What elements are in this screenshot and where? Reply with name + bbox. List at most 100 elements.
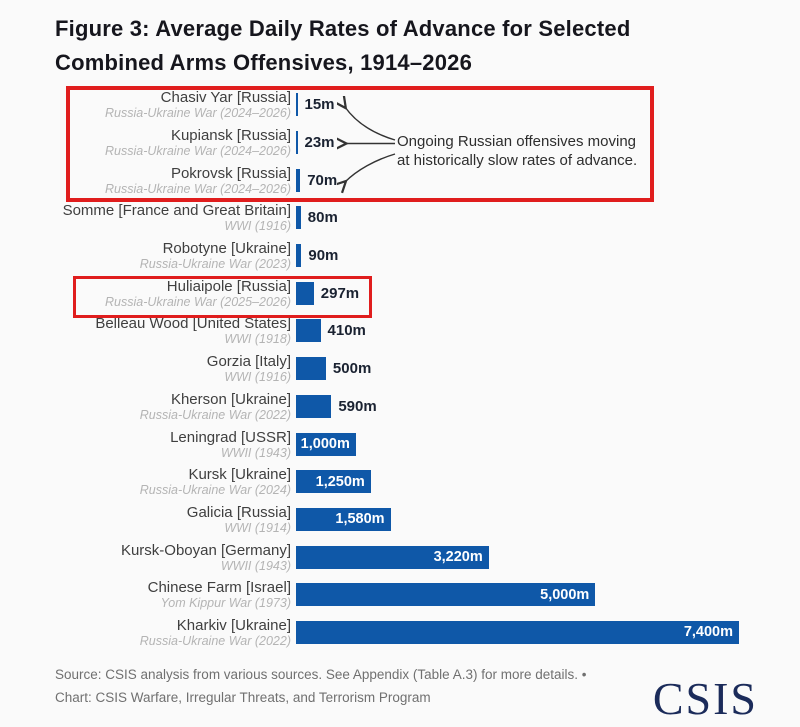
row-sublabel: Yom Kippur War (1973) xyxy=(160,596,291,611)
chart-row: Kherson [Ukraine] Russia-Ukraine War (202… xyxy=(55,388,765,426)
bar-area: 23m xyxy=(296,131,765,155)
figure-title-line2: Combined Arms Offensives, 1914–2026 xyxy=(55,50,473,75)
row-labels: Galicia [Russia] WWI (1914) xyxy=(55,504,291,535)
annotation-line1: Ongoing Russian offensives moving xyxy=(397,133,637,150)
bar xyxy=(296,93,298,117)
csis-logo: CSIS xyxy=(652,673,758,724)
row-labels: Kherson [Ukraine] Russia-Ukraine War (202… xyxy=(55,391,291,422)
source-line2: Chart: CSIS Warfare, Irregular Threats, … xyxy=(55,690,431,705)
bar-area: 90m xyxy=(296,244,765,268)
bar xyxy=(296,281,314,305)
chart-row: Chasiv Yar [Russia] Russia-Ukraine War (2… xyxy=(55,86,765,124)
bar-value-label: 15m xyxy=(304,96,335,114)
chart-row: Robotyne [Ukraine] Russia-Ukraine War (20… xyxy=(55,237,765,275)
bar-value-label: 80m xyxy=(307,209,338,227)
row-labels: Robotyne [Ukraine] Russia-Ukraine War (20… xyxy=(55,240,291,271)
row-label: Kherson [Ukraine] xyxy=(170,390,291,408)
chart-row: Gorzia [Italy] WWI (1916) 500m xyxy=(55,350,765,388)
arrow-to-pokrovsk xyxy=(345,153,396,182)
bar-value-label: 1,000m xyxy=(300,436,350,453)
row-label: Somme [France and Great Britain] xyxy=(62,202,291,220)
bar-value-label: 23m xyxy=(304,134,335,152)
row-sublabel: Russia-Ukraine War (2025–2026) xyxy=(105,294,291,309)
row-labels: Kupiansk [Russia] Russia-Ukraine War (202… xyxy=(55,127,291,158)
bar-area: 1,580m xyxy=(296,507,765,531)
bar-value-label: 410m xyxy=(327,322,366,340)
row-sublabel: Russia-Ukraine War (2023) xyxy=(139,257,291,272)
annotation-text: Ongoing Russian offensives moving at his… xyxy=(397,132,657,170)
row-labels: Kursk [Ukraine] Russia-Ukraine War (2024) xyxy=(55,466,291,497)
chart-row: Huliaipole [Russia] Russia-Ukraine War (2… xyxy=(55,274,765,312)
bar-area: 1,250m xyxy=(296,470,765,494)
chart-row: Kursk [Ukraine] Russia-Ukraine War (2024)… xyxy=(55,463,765,501)
bar: 1,250m xyxy=(296,470,371,494)
bar xyxy=(296,319,321,343)
row-labels: Pokrovsk [Russia] Russia-Ukraine War (202… xyxy=(55,165,291,196)
bar xyxy=(296,244,302,268)
bar-value-label: 500m xyxy=(332,360,372,378)
bar-area: 297m xyxy=(296,281,765,305)
row-sublabel: Russia-Ukraine War (2022) xyxy=(139,633,291,648)
bar-value-label: 5,000m xyxy=(540,586,590,603)
bar-area: 70m xyxy=(296,168,765,192)
row-label: Kharkiv [Ukraine] xyxy=(176,616,291,634)
row-label: Gorzia [Italy] xyxy=(206,353,291,371)
row-label: Robotyne [Ukraine] xyxy=(162,240,291,258)
row-sublabel: Russia-Ukraine War (2024–2026) xyxy=(105,106,291,121)
bar-area: 500m xyxy=(296,357,765,381)
row-sublabel: WWI (1916) xyxy=(224,219,291,234)
row-sublabel: WWI (1916) xyxy=(224,370,291,385)
source-line1: Source: CSIS analysis from various sourc… xyxy=(55,667,587,682)
bar-area: 3,220m xyxy=(296,545,765,569)
bar-chart: Chasiv Yar [Russia] Russia-Ukraine War (2… xyxy=(55,86,765,651)
source-note: Source: CSIS analysis from various sourc… xyxy=(55,663,615,709)
row-labels: Belleau Wood [United States] WWI (1918) xyxy=(55,315,291,346)
bar-area: 80m xyxy=(296,206,765,230)
row-label: Leningrad [USSR] xyxy=(170,428,291,446)
annotation-line2: at historically slow rates of advance. xyxy=(397,152,638,169)
row-labels: Gorzia [Italy] WWI (1916) xyxy=(55,353,291,384)
row-sublabel: Russia-Ukraine War (2024–2026) xyxy=(105,181,291,196)
row-labels: Leningrad [USSR] WWII (1943) xyxy=(55,429,291,460)
bar-area: 590m xyxy=(296,394,765,418)
bar-value-label: 70m xyxy=(307,171,338,189)
row-sublabel: Russia-Ukraine War (2024–2026) xyxy=(105,144,291,159)
figure-title-line1: Figure 3: Average Daily Rates of Advance… xyxy=(55,16,631,41)
bar-value-label: 1,580m xyxy=(335,511,385,528)
bar-area: 5,000m xyxy=(296,583,765,607)
bar: 1,000m xyxy=(296,432,356,456)
bar: 1,580m xyxy=(296,507,391,531)
row-labels: Chasiv Yar [Russia] Russia-Ukraine War (2… xyxy=(55,89,291,120)
bar xyxy=(296,357,326,381)
row-labels: Kursk-Oboyan [Germany] WWII (1943) xyxy=(55,542,291,573)
row-label: Pokrovsk [Russia] xyxy=(170,164,291,182)
chart-row: Chinese Farm [Israel] Yom Kippur War (197… xyxy=(55,576,765,614)
row-sublabel: WWI (1914) xyxy=(224,520,291,535)
row-labels: Huliaipole [Russia] Russia-Ukraine War (2… xyxy=(55,278,291,309)
chart-row: Galicia [Russia] WWI (1914) 1,580m xyxy=(55,501,765,539)
row-label: Kursk-Oboyan [Germany] xyxy=(120,541,291,559)
row-sublabel: WWII (1943) xyxy=(220,445,291,460)
row-label: Huliaipole [Russia] xyxy=(166,277,291,295)
row-labels: Kharkiv [Ukraine] Russia-Ukraine War (202… xyxy=(55,617,291,648)
row-label: Chinese Farm [Israel] xyxy=(147,579,291,597)
chart-row: Kharkiv [Ukraine] Russia-Ukraine War (202… xyxy=(55,614,765,652)
row-label: Kursk [Ukraine] xyxy=(188,466,291,484)
bar-value-label: 297m xyxy=(320,284,360,302)
bar xyxy=(296,131,298,155)
bar: 3,220m xyxy=(296,545,489,569)
chart-row: Pokrovsk [Russia] Russia-Ukraine War (202… xyxy=(55,161,765,199)
bar-area: 7,400m xyxy=(296,620,765,644)
row-sublabel: WWI (1918) xyxy=(224,332,291,347)
bar-area: 15m xyxy=(296,93,765,117)
row-sublabel: Russia-Ukraine War (2024) xyxy=(139,483,291,498)
bar-area: 1,000m xyxy=(296,432,765,456)
bar-value-label: 1,250m xyxy=(315,473,365,490)
bar-value-label: 90m xyxy=(308,247,339,265)
chart-row: Kursk-Oboyan [Germany] WWII (1943) 3,220m xyxy=(55,538,765,576)
row-labels: Somme [France and Great Britain] WWI (191… xyxy=(55,202,291,233)
bar-value-label: 3,220m xyxy=(433,549,483,566)
row-sublabel: WWII (1943) xyxy=(220,558,291,573)
row-label: Galicia [Russia] xyxy=(186,503,291,521)
